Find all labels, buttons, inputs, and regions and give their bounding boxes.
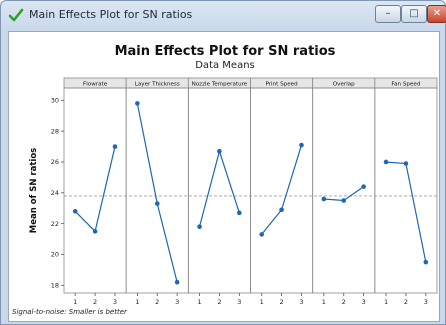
y-tick-label: 18 [51,281,59,289]
chart-title: Main Effects Plot for SN ratios [114,44,336,59]
x-tick-label: 1 [322,298,326,306]
data-point [174,279,180,285]
main-effects-plot: Flowrate Layer Thickness Nozzle Temperatur… [29,77,438,306]
x-tick-label: 2 [93,298,97,306]
series-line [385,161,427,263]
close-button[interactable]: ✕ [427,5,446,23]
x-tick-label: 3 [299,298,303,306]
x-tick-label: 3 [175,298,179,306]
panel-frame [125,87,189,294]
y-tick-label: 24 [51,189,59,197]
minimize-icon: – [385,8,391,19]
x-tick-label: 1 [197,298,201,306]
x-tick-label: 2 [342,298,346,306]
x-tick-label: 3 [237,298,241,306]
data-point [217,148,222,154]
y-tick-label: 20 [51,251,59,259]
minimize-button[interactable]: – [375,5,401,23]
panel-label: Overlap [333,82,355,88]
panel-frame [250,87,314,294]
x-tick-label: 2 [155,298,159,306]
x-tick-label: 3 [113,298,117,306]
data-point [321,196,327,202]
maximize-button[interactable]: □ [401,5,427,23]
panel-label: Print Speed [265,82,298,88]
footnote: Signal-to-noise: Smaller is better [12,308,127,316]
data-point [72,209,78,214]
x-tick-label: 3 [424,298,428,306]
check-mark-icon [8,8,24,22]
close-icon: ✕ [432,8,442,19]
y-tick-label: 30 [51,97,59,105]
panel-frame [312,87,376,294]
data-point [361,184,366,189]
panel-label: Flowrate [83,82,108,88]
x-tick-label: 2 [280,298,284,306]
x-tick-label: 1 [260,298,264,306]
y-tick-label: 22 [51,220,59,228]
maximize-icon: □ [409,8,419,19]
panel-frame [63,87,127,294]
panel-label: Layer Thickness [135,82,180,88]
panel-label: Fan Speed [391,82,420,88]
series-line [136,103,178,283]
series-line [261,144,303,235]
series-line [198,149,240,227]
x-tick-label: 3 [362,298,366,306]
window-title: Main Effects Plot for SN ratios [29,8,193,21]
data-point [237,210,242,216]
data-point [341,198,347,203]
x-tick-label: 1 [384,298,388,306]
x-tick-label: 2 [217,298,221,306]
y-tick-label: 28 [51,127,59,135]
data-point [299,142,304,148]
data-point [259,232,264,237]
y-axis-label: Mean of SN ratios [29,148,39,233]
data-point [279,207,284,213]
data-point [135,101,140,106]
data-point [112,144,118,149]
series-line [74,146,116,233]
x-tick-label: 1 [73,298,77,306]
panel-frame [187,87,251,294]
x-tick-label: 2 [404,298,408,306]
panel-label: Nozzle Temperature [192,82,248,88]
y-tick-label: 26 [51,158,59,166]
data-point [154,201,160,206]
data-point [403,161,409,166]
x-tick-label: 1 [135,298,139,306]
graph-area: Main Effects Plot for SN ratios Data Mea… [8,31,440,322]
chart-subtitle: Data Means [195,60,255,71]
data-point [423,259,429,265]
title-bar[interactable]: Main Effects Plot for SN ratios – □ ✕ [1,1,446,29]
data-point [92,229,98,234]
data-point [383,159,389,165]
data-point [197,224,202,230]
